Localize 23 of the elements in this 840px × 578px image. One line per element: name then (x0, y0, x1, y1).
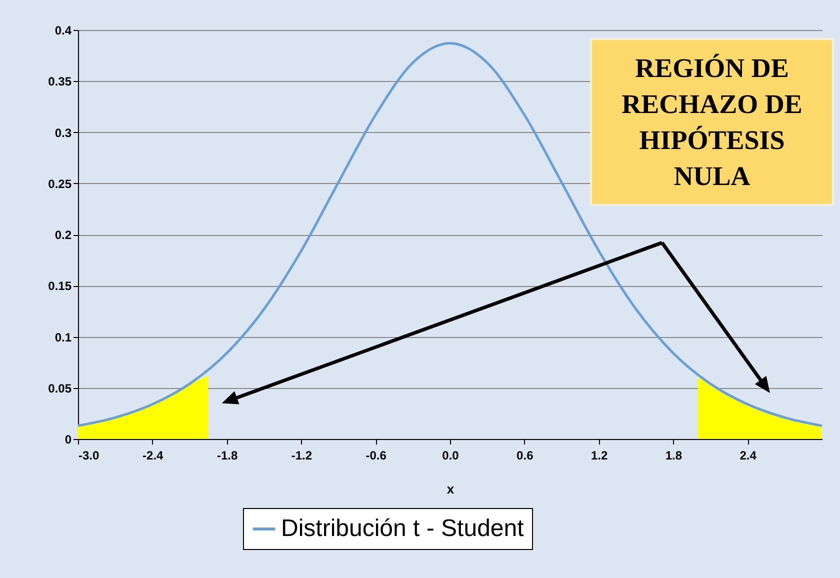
line-series (76, 42, 824, 427)
x-tick-label: 1.2 (590, 448, 608, 462)
x-tick-label: 0.6 (516, 448, 534, 462)
y-tick-label: 0.05 (48, 381, 72, 396)
y-tick-label: 0 (64, 432, 72, 446)
y-tick-label: 0.15 (48, 279, 72, 294)
y-tick-label: 0.35 (48, 74, 72, 89)
x-tick-label: -1.2 (291, 448, 312, 462)
y-tick-label: 0.3 (54, 126, 72, 140)
annotation: REGIÓN DE RECHAZO DE HIPÓTESIS NULA (590, 38, 834, 206)
y-tick-label: 0.1 (54, 330, 72, 344)
x-tick-label: -1.8 (216, 448, 238, 462)
y-tick-label: 0.2 (54, 228, 72, 242)
y-tick-label: 0.25 (48, 176, 72, 191)
x-tick-label: 1.8 (665, 448, 682, 462)
x-tick-label: 0.0 (442, 448, 460, 462)
x-axis-title: x (446, 482, 455, 496)
x-tick-label: -2.4 (142, 448, 164, 462)
x-tick-label: -3.0 (78, 448, 100, 462)
y-tick-label: 0.4 (54, 24, 72, 38)
x-tick-label: 2.4 (740, 448, 757, 462)
legend-label: Distribución t - Student (281, 515, 524, 542)
x-tick-label: -0.6 (366, 448, 387, 462)
